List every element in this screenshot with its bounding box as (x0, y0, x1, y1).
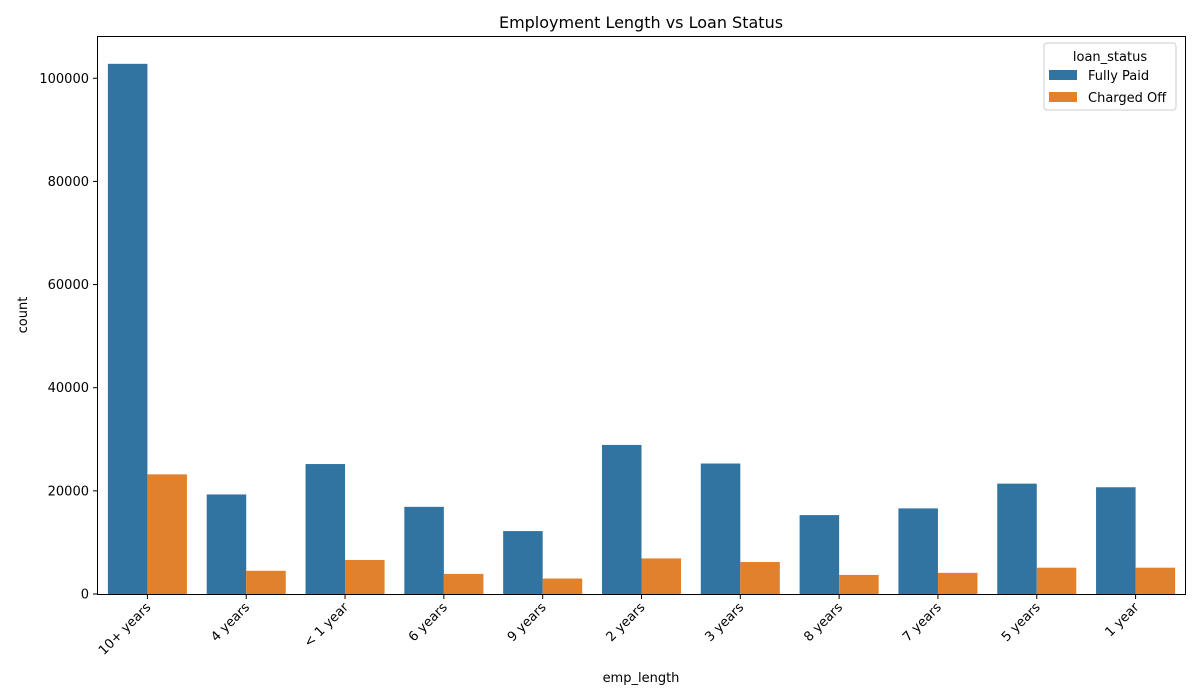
x-tick-label: 6 years (406, 600, 451, 645)
bar-fully-paid-2-years (601, 444, 642, 594)
bar-charged-off-8-years (839, 574, 879, 594)
y-tick-label: 40000 (48, 381, 89, 396)
bar-charged-off-2-years (641, 558, 682, 594)
legend-label-charged-off: Charged Off (1088, 91, 1167, 106)
legend-swatch-charged-off (1049, 92, 1077, 102)
legend-title: loan_status (1073, 50, 1147, 65)
x-tick-label: 3 years (702, 600, 747, 645)
legend: loan_status Fully Paid Charged Off (1043, 42, 1177, 111)
bar-charged-off-9-years (542, 578, 583, 594)
bar-fully-paid-4-years (206, 494, 247, 594)
bar-fully-paid-3-years (700, 463, 741, 594)
x-ticks-group: 10+ years 4 years < 1 year 6 years 9 years 2 … (96, 594, 1143, 658)
x-tick-label: 1 year (1103, 600, 1143, 640)
x-tick-label: 4 years (208, 600, 253, 645)
bar-charged-off-3-years (740, 562, 780, 594)
x-tick-label: 8 years (801, 600, 846, 645)
bar-fully-paid-1-year (1096, 487, 1136, 594)
y-tick-label: 80000 (48, 175, 89, 190)
legend-label-fully-paid: Fully Paid (1088, 69, 1149, 84)
x-tick-label: 9 years (505, 600, 550, 645)
x-tick-label: 7 years (900, 600, 945, 645)
y-tick-label: 0 (81, 588, 89, 603)
x-tick-label: 2 years (604, 600, 649, 645)
bar-charged-off-6-years (443, 573, 484, 594)
bar-fully-paid-10-years (107, 63, 148, 594)
y-ticks-group: 0 20000 40000 60000 80000 100000 (39, 72, 98, 603)
bar-fully-paid-8-years (799, 515, 840, 594)
x-tick-label: < 1 year (301, 600, 352, 651)
y-tick-label: 100000 (39, 72, 89, 87)
bar-charged-off-1-year (1135, 567, 1176, 594)
bar-fully-paid-5-years (997, 483, 1037, 594)
bar-fully-paid-7-years (898, 508, 938, 594)
bar-charged-off-10-years (147, 474, 187, 594)
plot-frame (97, 36, 1186, 595)
x-tick-label: 5 years (999, 600, 1044, 645)
x-axis-label: emp_length (603, 671, 680, 686)
legend-swatch-fully-paid (1049, 70, 1077, 80)
bar-charged-off-7-years (937, 572, 978, 594)
bar-fully-paid-1-year (305, 464, 346, 594)
bar-fully-paid-6-years (404, 506, 444, 594)
y-axis-label: count (16, 297, 31, 334)
bars-group (107, 63, 1176, 594)
bar-fully-paid-9-years (503, 531, 543, 594)
chart-title: Employment Length vs Loan Status (499, 13, 783, 32)
x-tick-label: 10+ years (96, 600, 154, 658)
y-tick-label: 20000 (48, 484, 89, 499)
bar-charged-off-1-year (345, 559, 385, 594)
bar-charged-off-4-years (246, 570, 286, 594)
bar-charged-off-5-years (1036, 567, 1077, 594)
y-tick-label: 60000 (48, 278, 89, 293)
